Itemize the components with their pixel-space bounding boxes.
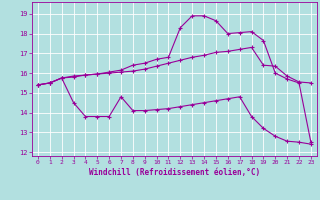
X-axis label: Windchill (Refroidissement éolien,°C): Windchill (Refroidissement éolien,°C) [89, 168, 260, 177]
